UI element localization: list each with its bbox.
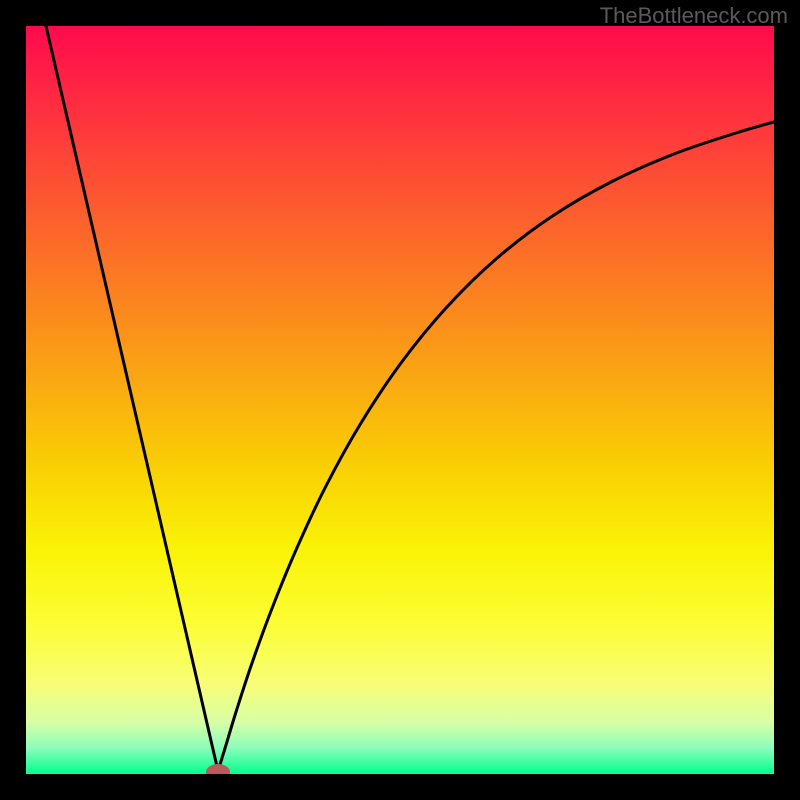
- minimum-marker: [206, 764, 230, 774]
- watermark-text: TheBottleneck.com: [600, 3, 788, 29]
- plot-area: [26, 26, 774, 774]
- chart-container: TheBottleneck.com: [0, 0, 800, 800]
- curve-left-branch: [46, 26, 218, 771]
- bottleneck-curve: [26, 26, 774, 774]
- curve-right-branch: [218, 122, 774, 771]
